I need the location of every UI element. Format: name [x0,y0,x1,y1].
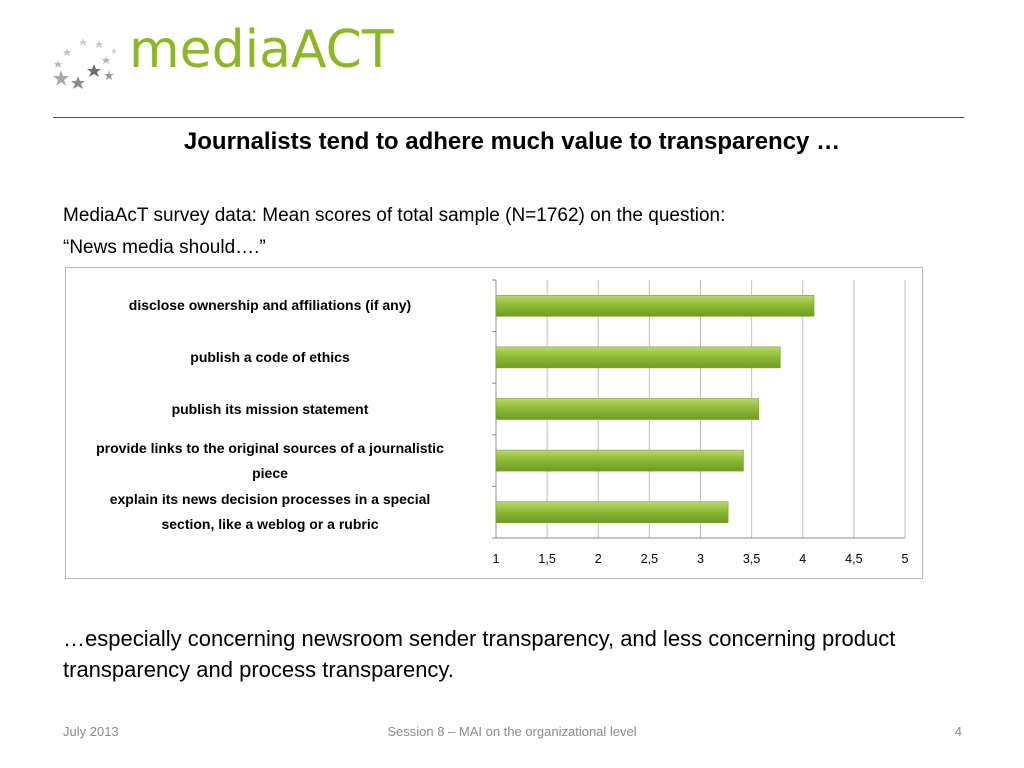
slide-title: Journalists tend to adhere much value to… [183,128,841,155]
mediaact-logo: mediaACT [50,20,430,96]
x-tick-label: 2,5 [640,552,659,566]
x-tick-label: 1,5 [538,552,556,566]
x-tick-label: 2 [594,552,602,566]
category-label: disclose ownership and affiliations (if … [60,293,480,318]
footer-date: July 2013 [63,724,119,739]
conclusion-text: …especially concerning newsroom sender t… [63,626,896,682]
category-label-line: section, like a weblog or a rubric [161,516,379,533]
category-label-line: explain its news decision processes in a… [109,491,431,508]
x-tick-label: 4 [799,552,807,566]
intro-line-2: “News media should….” [63,237,266,258]
category-label-line: disclose ownership and affiliations (if … [128,297,412,314]
bar [495,346,781,369]
x-tick-label: 4,5 [845,552,863,566]
footer-session: Session 8 – MAI on the organizational le… [387,724,637,739]
category-label: explain its news decision processes in a… [60,487,480,537]
stars-logo-icon [53,38,117,89]
category-label-line: publish a code of ethics [190,348,350,365]
bar [495,294,815,317]
bar-chart: disclose ownership and affiliations (if … [65,267,923,579]
logo-text: mediaACT [129,20,394,80]
category-label: provide links to the original sources of… [60,436,480,486]
chart-plot-area [492,279,906,539]
bar [495,398,760,420]
bar [495,501,729,523]
category-label: publish its mission statement [60,397,480,422]
bar [495,449,744,472]
category-label-line: publish its mission statement [171,400,369,417]
x-tick-label: 3 [697,552,704,566]
intro-line-1: MediaAcT survey data: Mean scores of tot… [63,205,726,226]
header-divider [53,117,964,118]
x-tick-label: 1 [492,552,500,566]
category-label-line: provide links to the original sources of… [96,439,444,456]
intro-text: MediaAcT survey data: Mean scores of tot… [63,200,963,264]
category-label-line: piece [252,464,288,481]
footer-page-number: 4 [954,724,962,739]
category-label: publish a code of ethics [60,345,480,370]
x-tick-label: 3,5 [742,552,761,566]
x-tick-label: 5 [901,552,909,566]
